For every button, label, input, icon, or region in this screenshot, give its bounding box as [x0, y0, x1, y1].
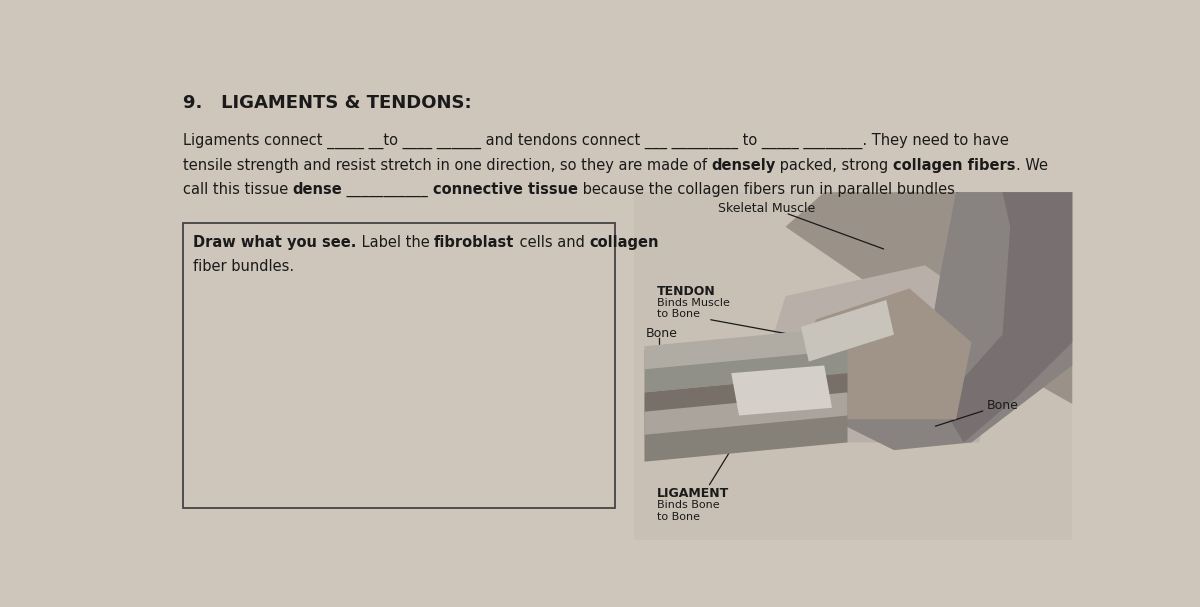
Text: packed, strong: packed, strong: [775, 158, 893, 172]
Text: Label the: Label the: [356, 234, 434, 249]
Text: TENDON: TENDON: [656, 285, 715, 297]
Text: Binds Muscle: Binds Muscle: [656, 297, 730, 308]
Text: Bone: Bone: [646, 327, 678, 340]
Text: Ligaments connect _____ __to ____ ______ and tendons connect ___ _________ to __: Ligaments connect _____ __to ____ ______…: [182, 133, 1008, 149]
Text: fibroblast: fibroblast: [434, 234, 515, 249]
Polygon shape: [731, 365, 832, 415]
Text: Draw what you see.: Draw what you see.: [193, 234, 356, 249]
Text: tensile strength and resist stretch in one direction, so they are made of: tensile strength and resist stretch in o…: [182, 158, 712, 172]
Text: cells and: cells and: [515, 234, 589, 249]
Text: 9.   LIGAMENTS & TENDONS:: 9. LIGAMENTS & TENDONS:: [182, 95, 472, 112]
Text: densely: densely: [712, 158, 775, 172]
Text: dense: dense: [293, 182, 342, 197]
Text: Bone: Bone: [986, 399, 1019, 412]
Text: Binds Bone: Binds Bone: [656, 500, 720, 510]
Text: collagen fibers: collagen fibers: [893, 158, 1016, 172]
Polygon shape: [644, 392, 847, 435]
Polygon shape: [941, 192, 1073, 443]
Polygon shape: [644, 396, 847, 462]
Polygon shape: [802, 300, 894, 362]
Text: to Bone: to Bone: [656, 309, 700, 319]
Text: . We: . We: [1015, 158, 1048, 172]
Polygon shape: [786, 192, 1073, 404]
Text: LIGAMENT: LIGAMENT: [656, 487, 730, 500]
Polygon shape: [644, 327, 847, 369]
Bar: [635, 192, 1073, 540]
Text: because the collagen fibers run in parallel bundles.: because the collagen fibers run in paral…: [577, 182, 959, 197]
Text: connective tissue: connective tissue: [432, 182, 577, 197]
Text: to Bone: to Bone: [656, 512, 700, 522]
Bar: [182, 223, 616, 508]
Polygon shape: [644, 373, 847, 415]
Text: ___________: ___________: [342, 182, 432, 197]
Text: call this tissue: call this tissue: [182, 182, 293, 197]
Polygon shape: [755, 265, 1002, 443]
Polygon shape: [786, 288, 972, 419]
Text: collagen: collagen: [589, 234, 659, 249]
Polygon shape: [832, 192, 1073, 450]
Text: Skeletal Muscle: Skeletal Muscle: [718, 202, 815, 215]
Text: fiber bundles.: fiber bundles.: [193, 259, 294, 274]
Polygon shape: [644, 331, 847, 392]
